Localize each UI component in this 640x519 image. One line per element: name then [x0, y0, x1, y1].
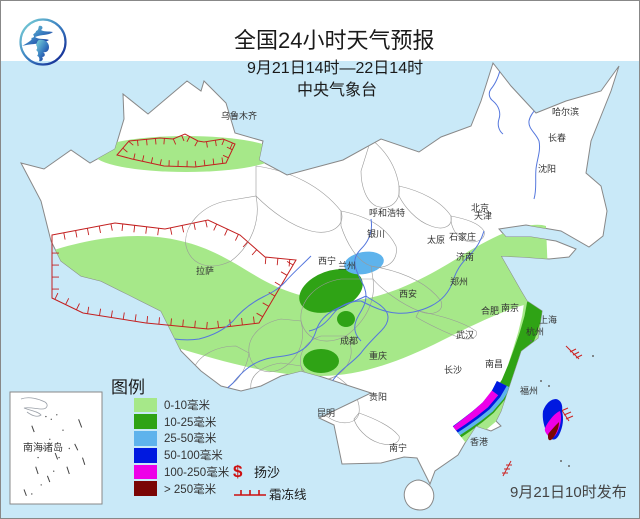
svg-text:拉萨: 拉萨	[196, 265, 214, 276]
svg-text:长春: 长春	[548, 132, 566, 143]
svg-text:武汉: 武汉	[456, 329, 474, 340]
svg-text:沈阳: 沈阳	[538, 163, 556, 174]
svg-text:南宁: 南宁	[389, 442, 407, 453]
svg-text:南昌: 南昌	[485, 358, 503, 369]
svg-text:中央气象台: 中央气象台	[297, 81, 377, 99]
svg-text:扬沙: 扬沙	[254, 465, 280, 480]
svg-text:0-10毫米: 0-10毫米	[164, 398, 211, 412]
svg-text:9月21日14时—22日14时: 9月21日14时—22日14时	[247, 59, 423, 77]
svg-text:乌鲁木齐: 乌鲁木齐	[221, 110, 257, 121]
svg-text:郑州: 郑州	[450, 276, 468, 287]
svg-text:西安: 西安	[399, 288, 417, 299]
svg-text:南海诸岛: 南海诸岛	[23, 441, 63, 454]
svg-text:霜冻线: 霜冻线	[269, 487, 307, 502]
svg-text:石家庄: 石家庄	[449, 231, 476, 242]
svg-text:$: $	[233, 462, 243, 481]
svg-text:9月21日10时发布: 9月21日10时发布	[510, 484, 627, 501]
svg-text:哈尔滨: 哈尔滨	[552, 106, 579, 117]
svg-text:成都: 成都	[340, 335, 358, 346]
svg-text:太原: 太原	[427, 234, 445, 245]
svg-text:西宁: 西宁	[318, 255, 336, 266]
svg-text:100-250毫米: 100-250毫米	[164, 465, 230, 479]
svg-text:呼和浩特: 呼和浩特	[369, 207, 405, 218]
svg-text:北京: 北京	[471, 202, 489, 213]
svg-text:兰州: 兰州	[338, 260, 356, 271]
svg-text:长沙: 长沙	[444, 364, 462, 375]
svg-text:银川: 银川	[367, 228, 385, 239]
svg-text:贵阳: 贵阳	[369, 391, 387, 402]
svg-text:昆明: 昆明	[317, 408, 335, 418]
svg-text:25-50毫米: 25-50毫米	[164, 431, 217, 445]
svg-text:福州: 福州	[520, 385, 538, 396]
svg-text:10-25毫米: 10-25毫米	[164, 415, 217, 429]
svg-text:图例: 图例	[111, 378, 145, 397]
svg-text:上海: 上海	[539, 314, 557, 325]
svg-text:重庆: 重庆	[369, 350, 387, 361]
svg-text:香港: 香港	[470, 436, 488, 447]
svg-text:全国24小时天气预报: 全国24小时天气预报	[234, 28, 434, 53]
svg-text:50-100毫米: 50-100毫米	[164, 448, 223, 462]
svg-text:济南: 济南	[456, 251, 474, 262]
svg-text:合肥: 合肥	[481, 305, 499, 316]
svg-text:杭州: 杭州	[526, 326, 544, 337]
svg-text:> 250毫米: > 250毫米	[164, 482, 217, 496]
svg-text:南京: 南京	[501, 302, 519, 313]
